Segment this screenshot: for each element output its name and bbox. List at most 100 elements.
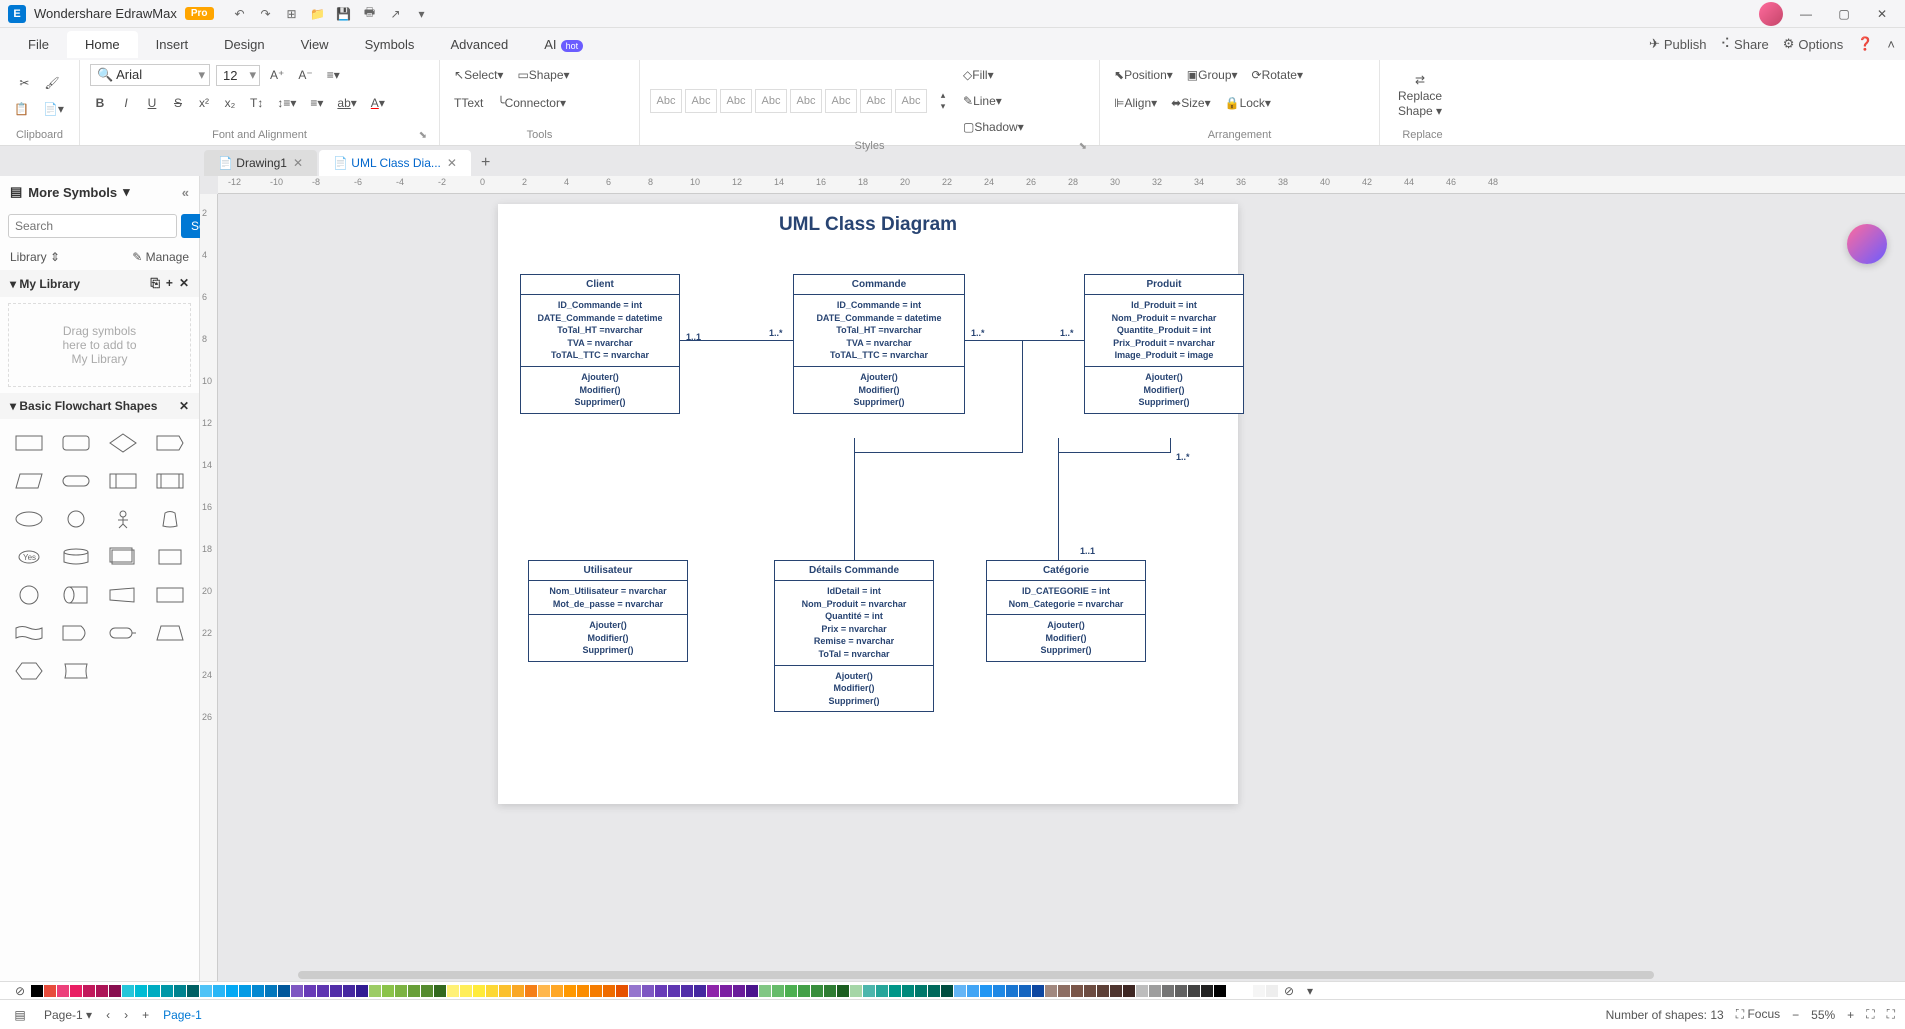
color-swatch[interactable] [590,985,602,997]
color-swatch[interactable] [1045,985,1057,997]
close-tab-icon[interactable]: ✕ [447,156,457,170]
format-painter-icon[interactable]: 🖌 [40,72,63,94]
uml-class[interactable]: Détails CommandeIdDetail = intNom_Produi… [774,560,934,712]
color-swatch[interactable] [174,985,186,997]
color-swatch[interactable] [447,985,459,997]
manage-button[interactable]: ✎ Manage [132,250,189,264]
uml-class[interactable]: UtilisateurNom_Utilisateur = nvarcharMot… [528,560,688,662]
connector-line[interactable] [965,340,1085,341]
new-icon[interactable]: ⊞ [284,6,300,22]
color-swatch[interactable] [265,985,277,997]
style-preset[interactable]: Abc [825,89,857,113]
underline-icon[interactable]: U [142,92,162,114]
fit-page-icon[interactable]: ⛶ [1866,1007,1874,1022]
style-preset[interactable]: Abc [685,89,717,113]
shape-item[interactable] [103,465,144,497]
color-swatch[interactable] [421,985,433,997]
color-swatch[interactable] [642,985,654,997]
multiplicity-label[interactable]: 1..* [971,328,985,338]
color-swatch[interactable] [1253,985,1265,997]
color-swatch[interactable] [278,985,290,997]
color-swatch[interactable] [1136,985,1148,997]
shape-item[interactable] [55,541,96,573]
decrease-font-icon[interactable]: A⁻ [294,64,316,86]
bold-icon[interactable]: B [90,92,110,114]
color-swatch[interactable] [1032,985,1044,997]
color-swatch[interactable] [837,985,849,997]
shape-item[interactable] [55,427,96,459]
color-swatch[interactable] [1097,985,1109,997]
color-swatch[interactable] [291,985,303,997]
color-swatch[interactable] [512,985,524,997]
shape-item[interactable] [150,465,191,497]
export-icon[interactable]: ↗ [388,6,404,22]
color-swatch[interactable] [772,985,784,997]
shape-item[interactable] [55,465,96,497]
zoom-level[interactable]: 55% [1811,1008,1835,1022]
font-size-select[interactable]: 12▾ [216,65,260,86]
line-spacing-icon[interactable]: ↕≡▾ [273,92,300,114]
style-preset[interactable]: Abc [860,89,892,113]
color-swatch[interactable] [434,985,446,997]
style-preset[interactable]: Abc [755,89,787,113]
help-icon[interactable]: ❓ [1857,36,1873,52]
shape-item[interactable] [55,655,96,687]
color-swatch[interactable] [317,985,329,997]
color-swatch[interactable] [681,985,693,997]
shape-item[interactable] [55,617,96,649]
undo-icon[interactable]: ↶ [232,6,248,22]
share-button[interactable]: ⠪ Share [1721,36,1769,52]
color-swatch[interactable] [1110,985,1122,997]
color-swatch[interactable] [824,985,836,997]
color-swatch[interactable] [252,985,264,997]
shape-item[interactable] [55,503,96,535]
shape-item[interactable] [150,579,191,611]
shape-item[interactable] [103,427,144,459]
color-swatch[interactable] [473,985,485,997]
color-swatch[interactable] [928,985,940,997]
menu-view[interactable]: View [283,31,347,58]
color-swatch[interactable] [343,985,355,997]
color-swatch[interactable] [1266,985,1278,997]
italic-icon[interactable]: I [116,92,136,114]
redo-icon[interactable]: ↷ [258,6,274,22]
color-swatch[interactable] [1188,985,1200,997]
canvas[interactable]: UML Class Diagram ClientID_Commande = in… [218,194,1905,981]
my-library-section[interactable]: ▾ My Library ⎘ + ✕ [0,270,199,297]
font-color-icon[interactable]: A▾ [367,92,389,114]
add-page-icon[interactable]: + [142,1008,149,1022]
uml-class[interactable]: CatégorieID_CATEGORIE = intNom_Categorie… [986,560,1146,662]
bullet-icon[interactable]: ≡▾ [306,92,327,114]
color-swatch[interactable] [499,985,511,997]
shape-item[interactable] [8,465,49,497]
multiplicity-label[interactable]: 1..1 [1080,546,1095,556]
color-swatch[interactable] [759,985,771,997]
open-icon[interactable]: 📁 [310,6,326,22]
zoom-in-icon[interactable]: + [1847,1008,1854,1022]
color-swatch[interactable] [1162,985,1174,997]
font-family-select[interactable]: 🔍 Arial▾ [90,64,210,86]
maximize-button[interactable]: ▢ [1829,4,1859,24]
no-color-icon[interactable]: ⊘ [10,980,30,1002]
more-symbols-header[interactable]: ▤ More Symbols▾ « [0,176,199,208]
shape-item[interactable] [8,617,49,649]
color-swatch[interactable] [707,985,719,997]
color-swatch[interactable] [57,985,69,997]
strike-icon[interactable]: S [168,92,188,114]
rotate-button[interactable]: ⟳ Rotate▾ [1248,64,1307,86]
menu-design[interactable]: Design [206,31,282,58]
prev-page-icon[interactable]: ‹ [106,1008,110,1022]
paste-icon[interactable]: 📄▾ [39,98,68,120]
close-tab-icon[interactable]: ✕ [293,156,303,170]
color-swatch[interactable] [668,985,680,997]
collapse-ribbon-icon[interactable]: ˄ [1887,37,1895,52]
focus-button[interactable]: ⛶ Focus [1736,1007,1780,1022]
style-preset[interactable]: Abc [650,89,682,113]
color-swatch[interactable] [538,985,550,997]
connector-line[interactable] [854,452,1022,453]
color-swatch[interactable] [655,985,667,997]
subscript-icon[interactable]: x₂ [220,92,240,114]
color-swatch[interactable] [1149,985,1161,997]
color-swatch[interactable] [356,985,368,997]
replace-shape-button[interactable]: ⇄ ReplaceShape ▾ [1390,69,1450,122]
